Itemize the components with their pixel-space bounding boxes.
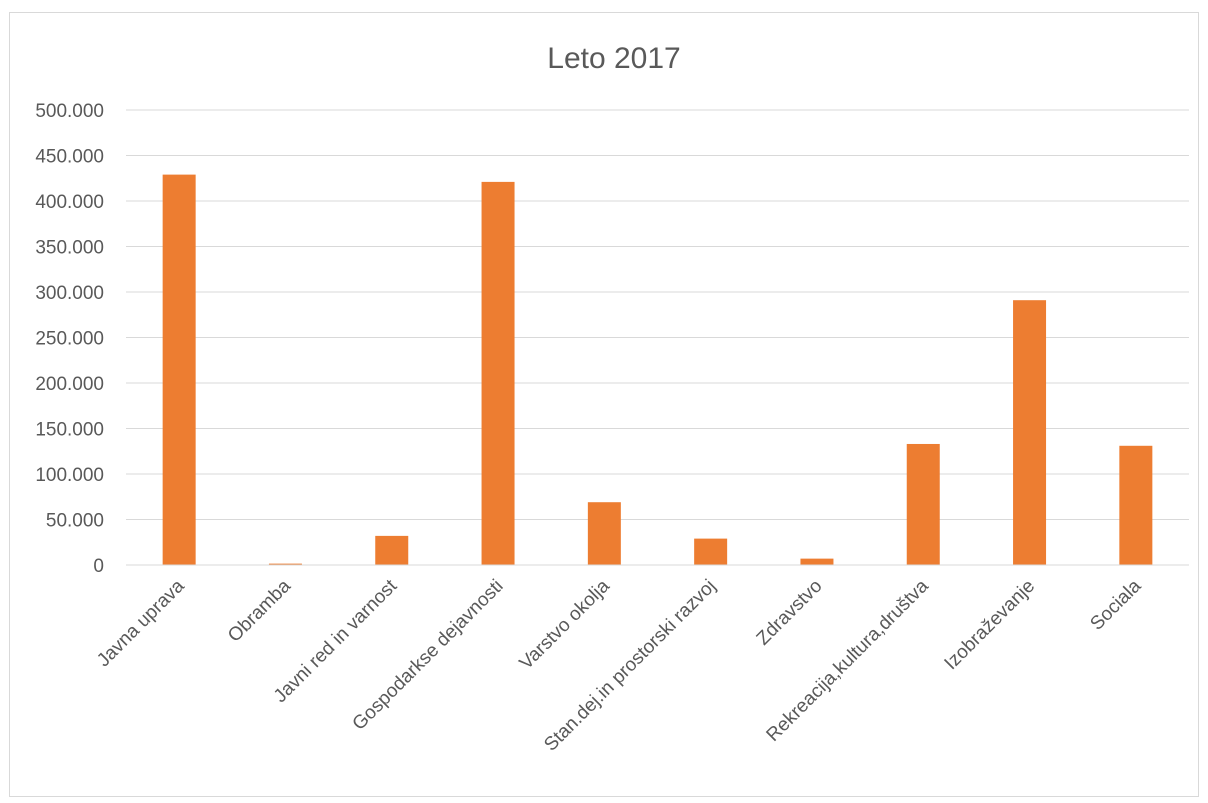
y-tick-label: 300.000 (35, 283, 104, 304)
x-category-label: Varstvo okolja (516, 575, 615, 674)
chart-frame (9, 12, 1199, 797)
y-axis-tick-labels: 0 50.000 100.000 150.000 200.000 250.000 300.0… (35, 101, 104, 577)
x-category-label: Obramba (224, 575, 295, 646)
bar (268, 563, 302, 565)
bar (162, 174, 196, 566)
x-category-label: Izobraževanje (941, 576, 1039, 674)
y-tick-label: 500.000 (35, 101, 104, 122)
x-category-label: Javna uprava (93, 575, 189, 671)
bar (1119, 445, 1153, 565)
y-tick-label: 150.000 (35, 420, 104, 441)
x-category-label: Stan.dej.in prostorski razvoj (540, 576, 720, 756)
bar (1013, 300, 1047, 565)
x-category-label: Zdravstvo (753, 576, 827, 650)
y-tick-label: 50.000 (46, 511, 104, 532)
y-tick-label: 250.000 (35, 329, 104, 350)
bar (375, 535, 409, 565)
bar (694, 538, 728, 565)
y-tick-label: 350.000 (35, 238, 104, 259)
chart-title: Leto 2017 (547, 42, 680, 75)
y-tick-label: 200.000 (35, 374, 104, 395)
y-tick-label: 450.000 (35, 147, 104, 168)
y-tick-label: 100.000 (35, 465, 104, 486)
bar (481, 181, 515, 565)
y-tick-label: 400.000 (35, 192, 104, 213)
bar (906, 443, 940, 565)
y-tick-label: 0 (93, 556, 104, 577)
gridlines (126, 109, 1189, 520)
x-category-label: Sociala (1086, 575, 1145, 634)
bar (800, 558, 834, 565)
bars (162, 174, 1153, 566)
bar (587, 502, 621, 565)
